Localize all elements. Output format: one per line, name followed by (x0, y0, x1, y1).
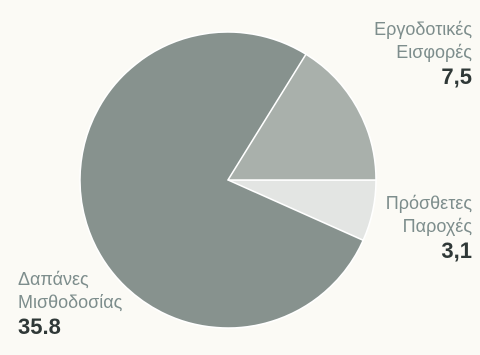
pie-slice-payroll-expenses (79, 31, 364, 329)
label-payroll-line2: Μισθοδοσίας (18, 292, 123, 312)
label-employer-line2: Εισφορές (396, 42, 472, 62)
pie-slice-employer-contributions (227, 53, 377, 181)
label-additional-benefits: Πρόσθετες Παροχές 3,1 (386, 192, 472, 264)
pie-slices (79, 31, 377, 329)
label-additional-line1: Πρόσθετες (385, 193, 472, 213)
value-payroll-expenses: 35.8 (18, 314, 61, 339)
value-employer-contributions: 7,5 (441, 64, 472, 89)
label-payroll-expenses: Δαπάνες Μισθοδοσίας 35.8 (18, 268, 122, 340)
label-employer-contributions: Εργοδοτικές Εισφορές 7,5 (374, 18, 472, 90)
value-additional-benefits: 3,1 (441, 238, 472, 263)
label-employer-line1: Εργοδοτικές (374, 19, 472, 39)
label-payroll-line1: Δαπάνες (18, 269, 89, 289)
label-additional-line2: Παροχές (402, 216, 472, 236)
